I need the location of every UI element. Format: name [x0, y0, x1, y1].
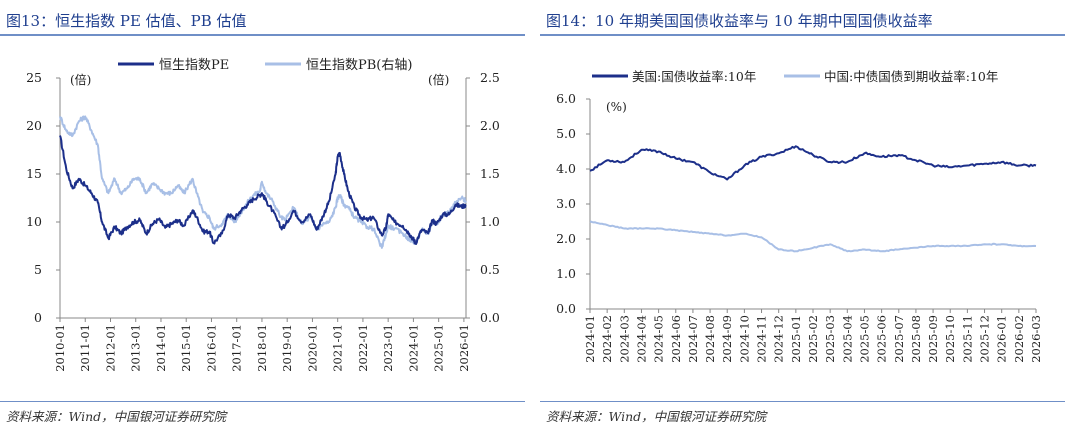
x-tick-label: 2024-01 [406, 324, 420, 372]
x-tick-label: 2026-01 [457, 324, 471, 372]
x-tick-label: 2024-09 [720, 315, 734, 363]
y-tick-label-right: 1.5 [480, 166, 500, 181]
y-tick-label-right: 0.5 [480, 262, 500, 277]
x-tick-label: 2024-08 [703, 315, 717, 363]
x-tick-label: 2026-02 [1012, 315, 1026, 363]
pb-series-line [59, 115, 467, 249]
x-tick-label: 2019-01 [280, 324, 294, 372]
x-tick-label: 2025-03 [823, 315, 837, 363]
x-tick-label: 2024-06 [669, 315, 683, 363]
x-tick-label: 2025-07 [892, 315, 906, 363]
x-tick-label: 2024-03 [617, 315, 631, 363]
x-tick-label: 2013-01 [129, 324, 143, 372]
title-rule [540, 34, 1065, 36]
y-axis-unit-left: (倍) [70, 72, 91, 87]
x-tick-label: 2015-01 [179, 324, 193, 372]
y-tick-label-right: 1.0 [480, 214, 500, 229]
x-tick-label: 2024-10 [737, 315, 751, 363]
figure-title: 图14：10 年期美国国债收益率与 10 年期中国国债收益率 [546, 12, 933, 30]
y-tick-label-right: 2.0 [480, 118, 500, 133]
us-yield-series-line [589, 145, 1037, 181]
x-tick-label: 2012-01 [103, 324, 117, 372]
y-tick-label-right: 0.0 [480, 310, 500, 325]
y-tick-label: 0.0 [556, 301, 576, 316]
y-tick-label-right: 2.5 [480, 70, 500, 85]
x-tick-label: 2016-01 [204, 324, 218, 372]
x-tick-label: 2024-07 [686, 315, 700, 363]
source-note: 资料来源：Wind，中国银河证券研究院 [6, 409, 227, 424]
figure-title: 图13：恒生指数 PE 估值、PB 估值 [6, 12, 247, 30]
y-tick-label-left: 20 [26, 118, 42, 133]
y-tick-label: 6.0 [556, 91, 576, 106]
y-tick-label-left: 15 [26, 166, 42, 181]
x-tick-label: 2024-12 [772, 315, 786, 363]
x-tick-label: 2023-01 [381, 324, 395, 372]
x-tick-label: 2010-01 [53, 324, 67, 372]
x-tick-label: 2018-01 [255, 324, 269, 372]
y-axis-unit-right: (倍) [428, 72, 449, 87]
right-figure-panel: 图14：10 年期美国国债收益率与 10 年期中国国债收益率 0.0 1.0 2.0… [540, 0, 1080, 433]
y-tick-label: 3.0 [556, 196, 576, 211]
legend-label-pe: 恒生指数PE [159, 58, 229, 73]
x-tick-label: 2025-01 [432, 324, 446, 372]
left-figure-panel: 图13：恒生指数 PE 估值、PB 估值 0 5 10 15 20 25 0.0 0.5 1.0… [0, 0, 525, 433]
y-axis-unit: (%) [606, 100, 627, 114]
legend-label-us: 美国:国债收益率:10年 [632, 69, 756, 84]
y-tick-label: 5.0 [556, 126, 576, 141]
x-tick-label: 2021-01 [331, 324, 345, 372]
y-tick-label: 1.0 [556, 266, 576, 281]
y-tick-label-left: 0 [34, 310, 42, 325]
title-rule [0, 34, 525, 36]
x-tick-label: 2025-08 [909, 315, 923, 363]
x-tick-label: 2025-04 [840, 315, 854, 363]
pe-pb-chart: 0 5 10 15 20 25 0.0 0.5 1.0 1.5 2.0 2.5 2010-01 2011-… [26, 58, 500, 372]
legend-label-cn: 中国:中债国债到期收益率:10年 [824, 69, 998, 84]
x-tick-label: 2017-01 [230, 324, 244, 372]
x-tick-label: 2026-03 [1029, 315, 1043, 363]
x-tick-label: 2025-09 [926, 315, 940, 363]
y-tick-label: 2.0 [556, 231, 576, 246]
legend-label-pb: 恒生指数PB(右轴) [306, 58, 412, 73]
x-tick-label: 2025-12 [978, 315, 992, 363]
x-tick-label: 2025-01 [789, 315, 803, 363]
x-tick-label: 2024-05 [652, 315, 666, 363]
x-tick-label: 2022-01 [356, 324, 370, 372]
x-tick-label: 2011-01 [78, 324, 92, 372]
pe-series-line [59, 135, 467, 245]
cn-yield-series-line [589, 220, 1037, 253]
x-tick-label: 2024-02 [600, 315, 614, 363]
x-tick-label: 2025-06 [875, 315, 889, 363]
x-tick-label: 2014-01 [154, 324, 168, 372]
source-note: 资料来源：Wind，中国银河证券研究院 [546, 409, 767, 424]
x-tick-label: 2025-10 [943, 315, 957, 363]
x-tick-label: 2024-01 [583, 315, 597, 363]
y-tick-label-left: 10 [26, 214, 42, 229]
x-tick-label: 2020-01 [305, 324, 319, 372]
y-tick-label-left: 5 [34, 262, 42, 277]
source-rule [0, 401, 525, 402]
y-tick-label: 4.0 [556, 161, 576, 176]
x-tick-label: 2024-11 [755, 315, 769, 363]
source-rule [540, 401, 1065, 402]
y-tick-label-left: 25 [26, 70, 42, 85]
x-tick-label: 2025-05 [857, 315, 871, 363]
x-tick-label: 2025-02 [806, 315, 820, 363]
x-tick-label: 2026-01 [995, 315, 1009, 363]
x-tick-label: 2025-11 [960, 315, 974, 363]
x-tick-label: 2024-04 [634, 315, 648, 363]
